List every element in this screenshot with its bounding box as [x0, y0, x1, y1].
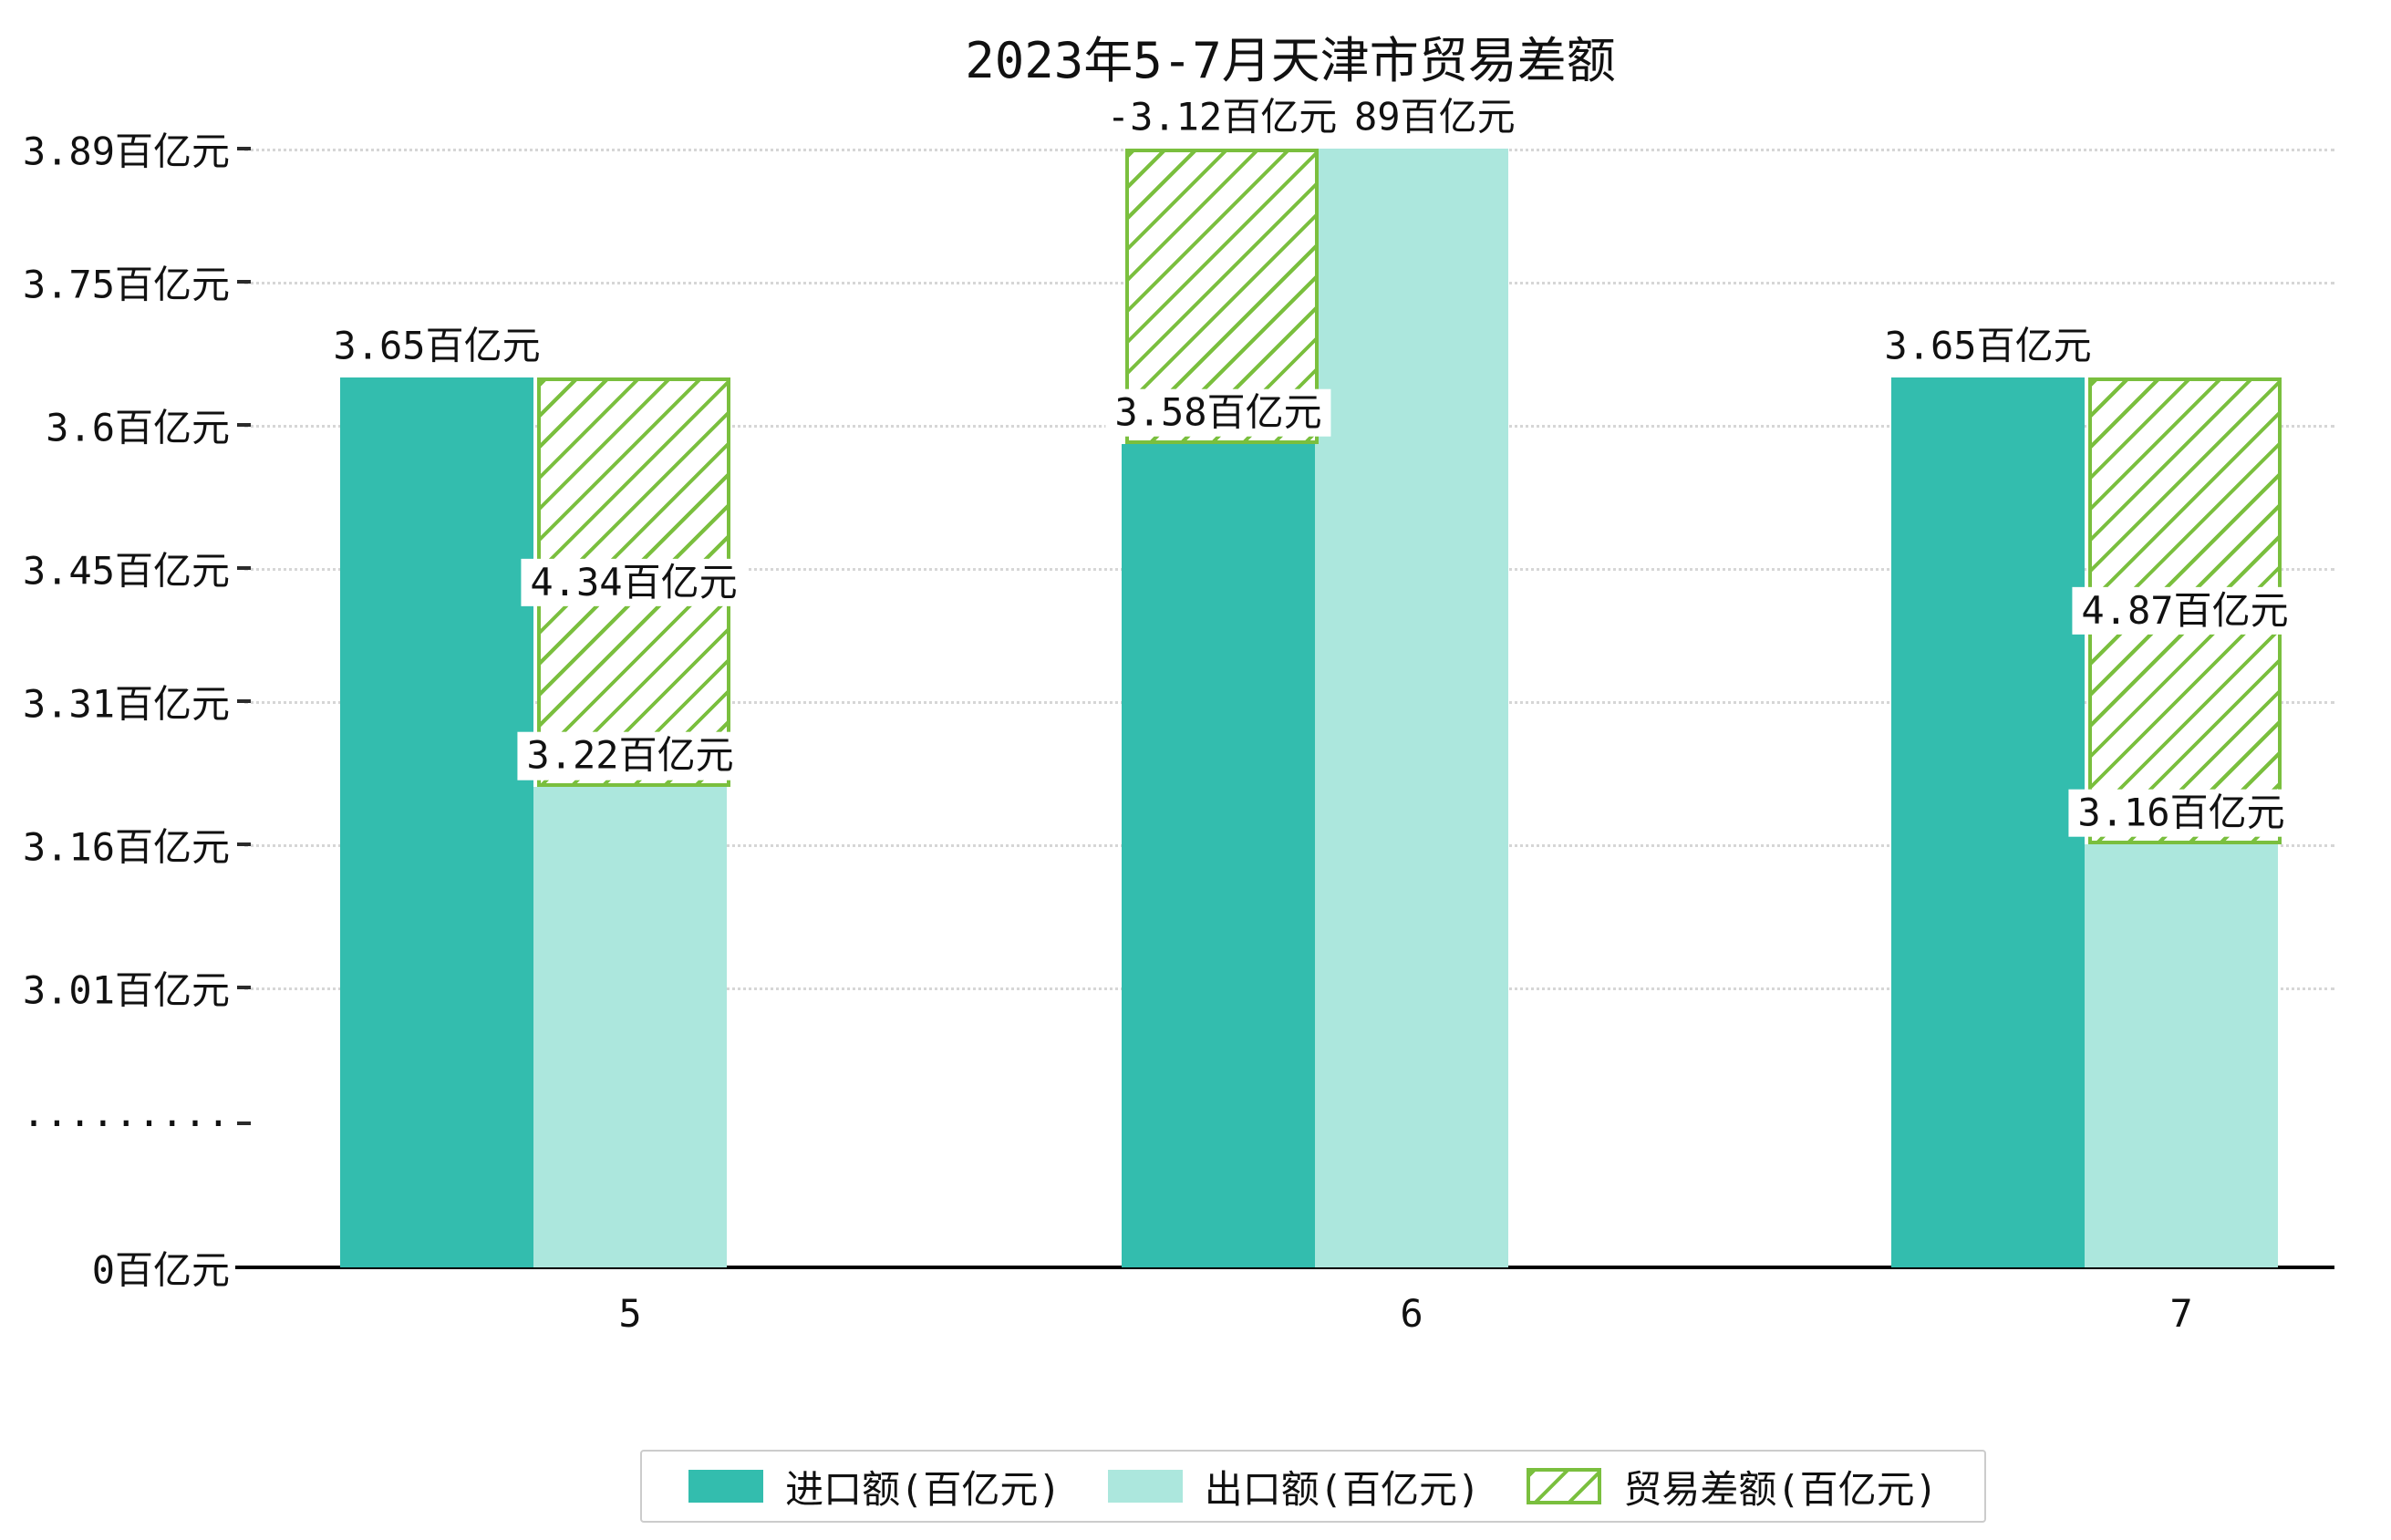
y-axis-tick-mark — [237, 1121, 251, 1125]
x-axis-tick-label: 7 — [2169, 1291, 2193, 1336]
import-bar — [1891, 377, 2085, 1267]
import-value-label: 3.65百亿元 — [324, 322, 550, 370]
legend-item-export: 出口额(百亿元) — [1107, 1459, 1481, 1514]
y-axis-tick-mark — [237, 986, 251, 989]
legend-label-balance: 贸易差额(百亿元) — [1623, 1466, 1938, 1512]
y-axis-tick-label: 3.6百亿元 — [46, 405, 230, 450]
export-bar — [1315, 148, 1508, 1267]
y-axis-tick-label: ········· — [22, 1101, 230, 1146]
import-bar — [340, 377, 533, 1267]
legend: 进口额(百亿元) 出口额(百亿元) 贸易差额(百亿元) — [640, 1450, 1986, 1523]
y-axis-tick-mark — [237, 146, 251, 150]
x-axis-line — [235, 1266, 2334, 1269]
legend-item-import: 进口额(百亿元) — [688, 1459, 1061, 1514]
legend-label-import: 进口额(百亿元) — [785, 1466, 1061, 1512]
y-axis-tick-label: 3.75百亿元 — [22, 262, 230, 307]
export-bar — [2085, 844, 2278, 1267]
y-axis-tick-label: 3.31百亿元 — [22, 681, 230, 727]
import-value-label: 3.65百亿元 — [1875, 322, 2101, 370]
x-axis-tick-label: 5 — [618, 1291, 642, 1336]
y-axis-tick-label: 3.01百亿元 — [22, 967, 230, 1013]
export-value-label: 3.16百亿元 — [2068, 789, 2294, 838]
export-bar — [533, 787, 727, 1267]
y-axis-tick-label: 3.16百亿元 — [22, 824, 230, 870]
balance-value-label: -3.12百亿元 — [1097, 93, 1347, 141]
legend-item-balance: 贸易差额(百亿元) — [1527, 1459, 1938, 1514]
x-axis-tick-label: 6 — [1400, 1291, 1423, 1336]
y-axis-tick-label: 3.89百亿元 — [22, 129, 230, 174]
balance-value-label: 4.34百亿元 — [521, 558, 747, 606]
y-axis-tick-mark — [237, 423, 251, 428]
y-axis-tick-mark — [237, 842, 251, 847]
import-bar — [1122, 444, 1315, 1267]
legend-label-export: 出口额(百亿元) — [1204, 1466, 1481, 1512]
export-swatch-icon — [1107, 1470, 1183, 1503]
chart-title: 2023年5-7月天津市贸易差额 — [965, 32, 1616, 89]
export-value-label: 3.22百亿元 — [517, 732, 743, 780]
balance-hatch-swatch-icon — [1527, 1468, 1602, 1504]
y-axis-tick-mark — [237, 699, 251, 704]
y-axis-tick-label: 0百亿元 — [91, 1247, 230, 1293]
y-axis-tick-label: 3.45百亿元 — [22, 548, 230, 594]
import-swatch-icon — [688, 1470, 764, 1503]
y-axis-tick-mark — [237, 280, 251, 284]
y-axis-tick-mark — [237, 565, 251, 570]
import-value-label: 3.58百亿元 — [1105, 388, 1331, 438]
balance-value-label: 4.87百亿元 — [2072, 586, 2298, 636]
